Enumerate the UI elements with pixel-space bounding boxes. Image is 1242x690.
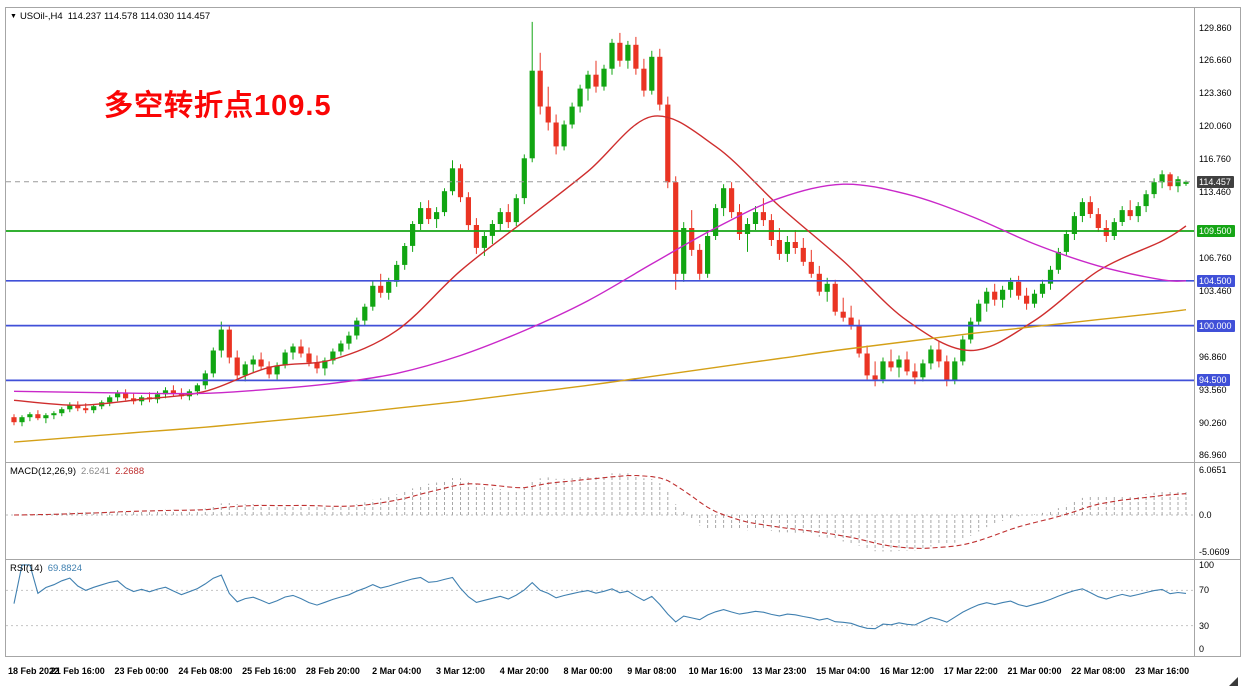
time-axis-label: 21 Mar 00:00 xyxy=(1007,666,1062,676)
resize-grip-icon[interactable] xyxy=(1229,677,1238,686)
time-axis[interactable]: 18 Feb 2022 21 Feb 16:00 23 Feb 00:00 24 Fe… xyxy=(0,660,1242,690)
current-price-badge: 114.457 xyxy=(1197,175,1234,188)
macd-name-label: MACD(12,26,9) xyxy=(10,466,76,477)
price-axis[interactable]: 129.860 126.660 123.360 120.060 116.760 113.4… xyxy=(1196,0,1241,658)
time-axis-label: 3 Mar 12:00 xyxy=(435,666,485,676)
price-plot[interactable] xyxy=(6,8,1194,462)
price-annotation-text: 多空转折点109.5 xyxy=(104,90,332,122)
macd-axis-label: 6.0651 xyxy=(1199,465,1227,475)
price-axis-label: 129.860 xyxy=(1199,23,1232,34)
ohlc-values-label: 114.237 114.578 114.030 114.457 xyxy=(67,11,211,22)
price-axis-label: 120.060 xyxy=(1199,120,1232,131)
pane-divider[interactable] xyxy=(5,462,1241,463)
time-axis-label: 4 Mar 20:00 xyxy=(499,666,549,676)
macd-axis-label: -5.0609 xyxy=(1199,547,1230,557)
time-axis-label: 15 Mar 04:00 xyxy=(816,666,871,676)
time-axis-label: 21 Feb 16:00 xyxy=(50,666,105,676)
price-axis-label: 96.860 xyxy=(1199,351,1227,362)
symbol-period-label: USOil-,H4 xyxy=(19,11,63,22)
level-price-badge: 94.500 xyxy=(1197,374,1230,387)
rsi-indicator-label: RSI(14) 69.8824 xyxy=(10,563,82,574)
time-axis-label: 17 Mar 22:00 xyxy=(943,666,998,676)
axis-divider xyxy=(1194,7,1195,657)
rsi-plot[interactable] xyxy=(6,560,1194,656)
rsi-name-label: RSI(14) xyxy=(10,563,43,574)
time-axis-label: 23 Feb 00:00 xyxy=(114,666,169,676)
price-axis-label: 116.760 xyxy=(1199,153,1231,164)
time-axis-label: 25 Feb 16:00 xyxy=(242,666,297,676)
time-axis-label: 23 Mar 16:00 xyxy=(1135,666,1190,676)
pane-divider[interactable] xyxy=(5,559,1241,560)
level-price-badge: 100.000 xyxy=(1197,319,1235,332)
price-axis-label: 123.360 xyxy=(1199,88,1232,99)
macd-main-value: 2.6241 xyxy=(81,466,111,477)
time-axis-label: 22 Mar 08:00 xyxy=(1071,666,1126,676)
level-price-badge: 104.500 xyxy=(1197,274,1235,287)
macd-indicator-label: MACD(12,26,9) 2.6241 2.2688 xyxy=(10,466,144,477)
price-axis-label: 86.960 xyxy=(1199,450,1227,461)
time-axis-label: 2 Mar 04:00 xyxy=(372,666,422,676)
level-price-badge: 109.500 xyxy=(1197,225,1235,238)
price-axis-label: 103.460 xyxy=(1199,286,1232,297)
time-axis-label: 24 Feb 08:00 xyxy=(178,666,233,676)
time-axis-label: 9 Mar 08:00 xyxy=(627,666,677,676)
price-axis-label: 90.260 xyxy=(1199,417,1227,428)
rsi-value: 69.8824 xyxy=(47,563,83,574)
time-axis-label: 8 Mar 00:00 xyxy=(563,666,613,676)
time-axis-label: 13 Mar 23:00 xyxy=(752,666,807,676)
rsi-axis-label: 70 xyxy=(1199,585,1210,596)
rsi-axis-label: 100 xyxy=(1199,560,1215,570)
rsi-axis[interactable]: 100 70 30 0 xyxy=(1196,0,1241,658)
macd-axis[interactable]: 6.0651 0.0 -5.0609 xyxy=(1196,0,1241,658)
price-axis-label: 93.560 xyxy=(1199,384,1227,395)
rsi-axis-label: 0 xyxy=(1199,644,1205,654)
chart-frame xyxy=(5,7,1241,657)
time-axis-label: 16 Mar 12:00 xyxy=(879,666,934,676)
price-axis-label: 113.460 xyxy=(1199,186,1231,197)
rsi-axis-label: 30 xyxy=(1199,620,1210,631)
time-axis-label: 18 Feb 2022 xyxy=(8,666,60,676)
macd-axis-label: 0.0 xyxy=(1199,509,1212,520)
macd-plot[interactable] xyxy=(6,463,1194,559)
time-axis-label: 28 Feb 20:00 xyxy=(305,666,360,676)
macd-signal-value: 2.2688 xyxy=(115,466,145,477)
chart-title: ▼ USOil-,H4 114.237 114.578 114.030 114.45… xyxy=(10,11,210,22)
time-axis-label: 10 Mar 16:00 xyxy=(688,666,743,676)
price-axis-label: 126.660 xyxy=(1199,55,1232,66)
symbol-marker-icon: ▼ xyxy=(10,13,17,20)
price-axis-label: 106.760 xyxy=(1199,253,1232,264)
